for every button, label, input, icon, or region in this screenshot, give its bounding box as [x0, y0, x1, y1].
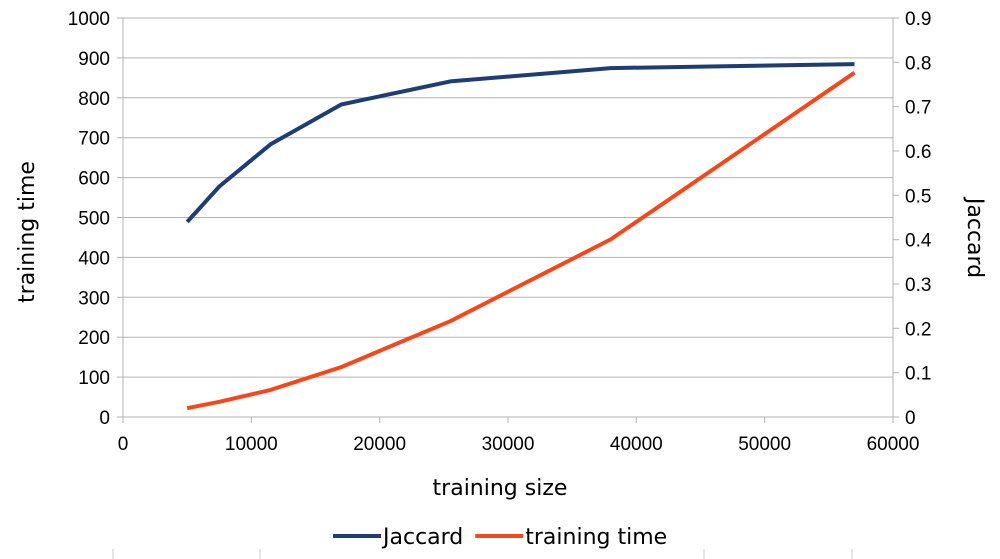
- x-tick-label: 20000: [353, 434, 406, 455]
- left-tick-label: 700: [78, 129, 110, 150]
- left-axis-title: training time: [15, 161, 40, 303]
- left-axis-ticks: 0 100 200 300 400 500 600 700 800 900 1000: [68, 9, 123, 429]
- legend-label-jaccard: Jaccard: [381, 525, 463, 550]
- x-tick-label: 10000: [225, 434, 278, 455]
- x-tick-label: 30000: [482, 434, 535, 455]
- left-tick-label: 0: [99, 408, 110, 429]
- x-axis-ticks: 0 10000 20000 30000 40000 50000 60000: [118, 417, 920, 455]
- left-tick-label: 900: [78, 49, 110, 70]
- left-tick-label: 1000: [68, 9, 110, 30]
- x-tick-label: 60000: [867, 434, 920, 455]
- left-tick-label: 600: [78, 169, 110, 190]
- right-axis-ticks: 0 0.1 0.2 0.3 0.4 0.5 0.6 0.7 0.8 0.9: [893, 9, 932, 429]
- right-tick-label: 0.4: [905, 231, 932, 252]
- left-tick-label: 100: [78, 368, 110, 389]
- gridlines: [123, 17, 893, 378]
- series-line-jaccard: [185, 62, 855, 224]
- right-tick-label: 0.2: [905, 319, 931, 340]
- left-tick-label: 200: [78, 328, 110, 349]
- legend: Jaccard training time: [112, 525, 853, 559]
- x-axis-title: training size: [433, 476, 568, 501]
- left-tick-label: 400: [78, 248, 110, 269]
- x-tick-label: 0: [118, 434, 129, 455]
- left-tick-label: 500: [78, 209, 110, 230]
- right-tick-label: 0.9: [905, 9, 931, 30]
- left-tick-label: 800: [78, 89, 110, 110]
- right-tick-label: 0.5: [905, 186, 931, 207]
- x-tick-label: 50000: [738, 434, 791, 455]
- right-axis-title: Jaccard: [962, 196, 987, 278]
- right-tick-label: 0.8: [905, 53, 931, 74]
- right-tick-label: 0: [905, 408, 916, 429]
- x-tick-label: 40000: [610, 434, 663, 455]
- right-tick-label: 0.6: [905, 142, 931, 163]
- right-tick-label: 0.3: [905, 275, 931, 296]
- legend-label-training-time: training time: [525, 525, 667, 550]
- series-line-training-time: [186, 71, 856, 411]
- right-tick-label: 0.1: [905, 364, 931, 385]
- left-tick-label: 300: [78, 288, 110, 309]
- series-lines: [185, 62, 856, 411]
- right-tick-label: 0.7: [905, 98, 931, 119]
